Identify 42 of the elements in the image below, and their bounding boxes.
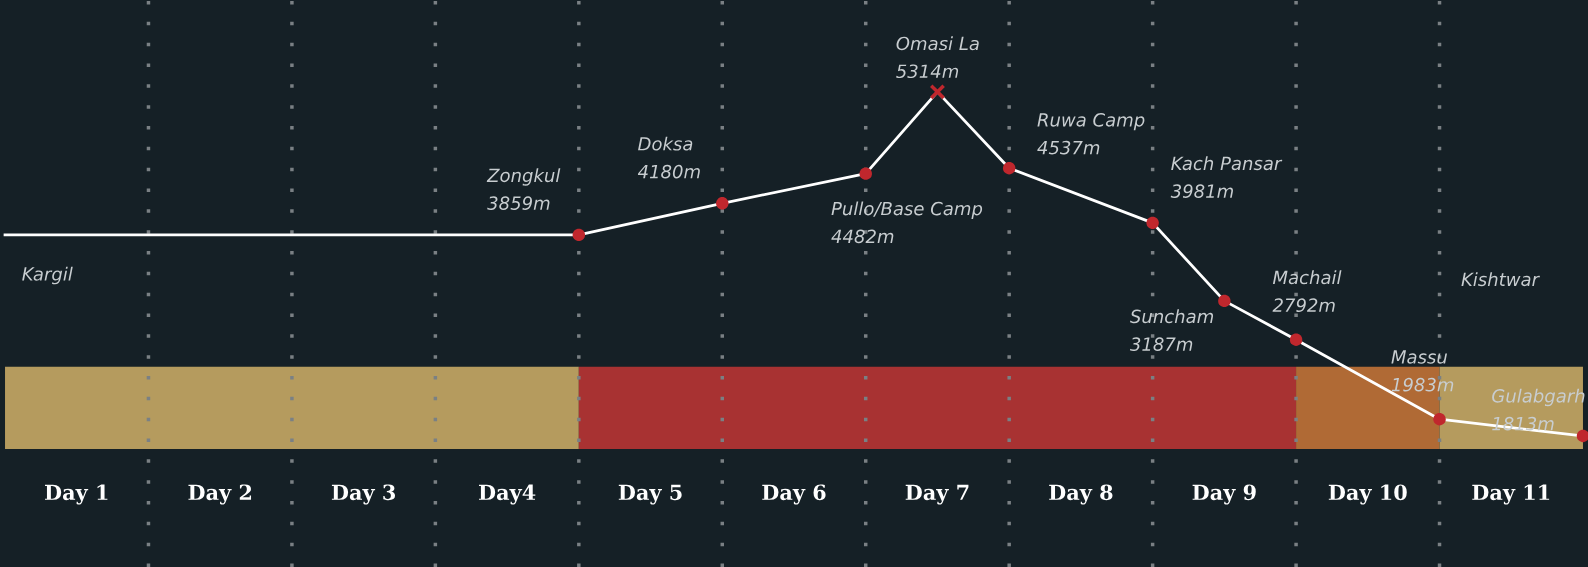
x-tick-label: Day 2 (188, 484, 252, 505)
point (572, 228, 586, 242)
annotation: Pullo/Base Camp (831, 201, 983, 219)
annotation: Suncham (1130, 309, 1214, 324)
point (1289, 333, 1303, 346)
text: Omasi La (896, 36, 979, 51)
x-tick-label: Day 7 (905, 484, 969, 505)
data-label: 3859m (487, 196, 550, 210)
point (1218, 294, 1231, 308)
x-tick-label: Day4 (478, 484, 536, 505)
data-label: 4180m (637, 164, 700, 179)
data-label: 3187m (1129, 337, 1193, 351)
annotation: Machail (1272, 270, 1342, 285)
point (859, 167, 872, 180)
annotation: Massu (1391, 350, 1448, 364)
x-tick-label: Day 5 (618, 484, 682, 505)
data-label: 4482m (831, 229, 894, 244)
x-tick-label: Day 1 (45, 484, 108, 505)
data-label: 1813m (1492, 416, 1554, 431)
point (1433, 413, 1446, 426)
data-label: 5314m (896, 64, 959, 79)
annotation: Kach Pansar (1171, 156, 1283, 171)
point (1146, 216, 1159, 230)
point (929, 83, 946, 100)
x-tick-label: Day 8 (1049, 484, 1113, 505)
point (1002, 162, 1016, 175)
point (1576, 429, 1588, 443)
data-label: 2792m (1272, 298, 1335, 313)
annotation: Kargil (22, 266, 73, 285)
x-tick-label: Day 10 (1328, 484, 1407, 505)
point (716, 197, 729, 210)
annotation: Kishtwar (1461, 272, 1540, 287)
data-label: 4537m (1037, 140, 1100, 155)
x-tick-label: Day 6 (762, 484, 826, 505)
data-label: 1983m (1391, 377, 1454, 392)
x-tick-label: Day 9 (1192, 484, 1256, 505)
annotation: Doksa (638, 136, 693, 151)
x-tick-label: Day 3 (331, 484, 396, 505)
annotation: Ruwa Camp (1037, 112, 1145, 131)
x-tick-label: Day 11 (1472, 484, 1550, 505)
annotation: Zongkul (486, 168, 561, 186)
data-label: 3981m (1170, 184, 1233, 198)
